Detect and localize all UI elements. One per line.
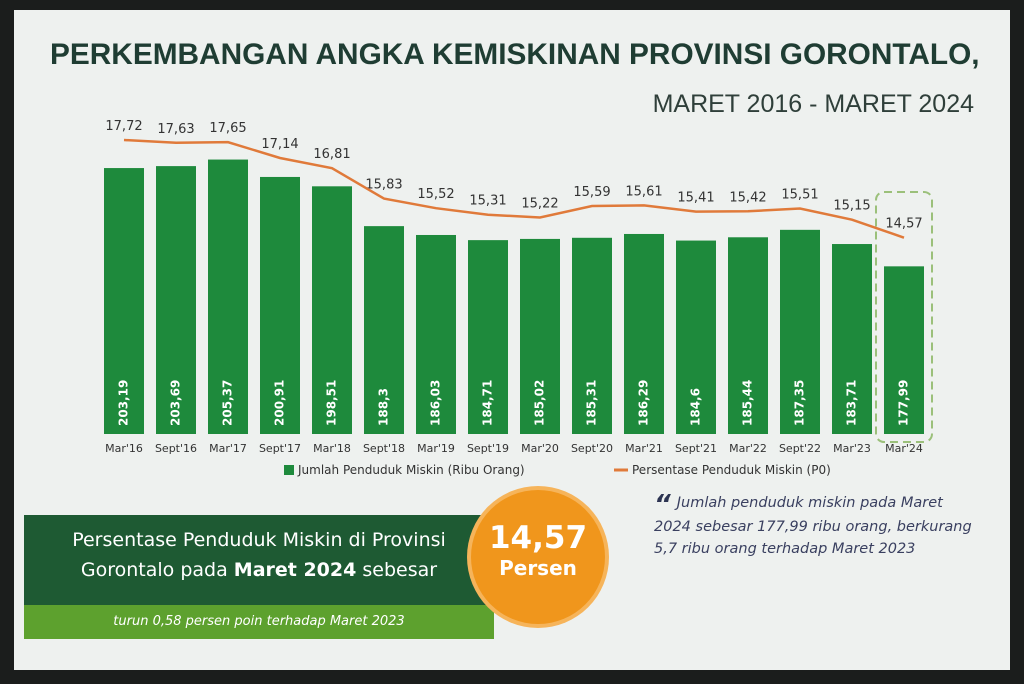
summary-line2b: Maret 2024 [233, 559, 357, 581]
poverty-chart: 203,19 Mar'16 17,72 203,69 Sept'16 17,63 205,3… [104, 119, 933, 477]
legend-bar-label: Jumlah Penduduk Miskin (Ribu Orang) [297, 463, 525, 477]
x-tick-label: Sept'17 [259, 442, 301, 455]
bar [624, 233, 664, 434]
bar [468, 240, 508, 434]
bar [312, 186, 352, 434]
bar [832, 244, 872, 434]
bar-value-label: 186,29 [637, 380, 651, 426]
x-tick-label: Sept'18 [363, 442, 405, 455]
quote-block: “Jumlah penduduk miskin pada Maret 2024 … [654, 492, 984, 560]
bar [208, 159, 248, 434]
summary-subtext: turun 0,58 persen poin terhadap Maret 20… [24, 605, 494, 639]
line-value-label: 15,51 [781, 188, 818, 203]
line-value-label: 17,72 [105, 119, 142, 134]
x-tick-label: Mar'19 [417, 442, 455, 455]
x-tick-label: Sept'21 [675, 442, 717, 455]
bar-value-label: 200,91 [273, 380, 287, 426]
line-value-label: 16,81 [313, 147, 350, 162]
bar-value-label: 184,71 [481, 380, 495, 426]
bar-value-label: 187,35 [793, 380, 807, 426]
line-value-label: 15,52 [417, 187, 454, 202]
quote-text: Jumlah penduduk miskin pada Maret 2024 s… [654, 495, 972, 557]
bar-value-label: 198,51 [325, 380, 339, 426]
summary-line2: Gorontalo pada Maret 2024 sebesar [24, 555, 494, 585]
bar-value-label: 184,6 [689, 388, 703, 426]
line-value-label: 15,42 [729, 190, 766, 205]
x-tick-label: Mar'24 [885, 442, 923, 455]
bar [520, 238, 560, 434]
highlight-box [875, 191, 933, 443]
bar [260, 176, 300, 435]
line-value-label: 15,83 [365, 178, 402, 193]
bar-value-label: 185,02 [533, 380, 547, 426]
bar [104, 168, 144, 434]
line-value-label: 15,22 [521, 197, 558, 212]
x-tick-label: Mar'16 [105, 442, 143, 455]
x-tick-label: Sept'20 [571, 442, 613, 455]
percent-value: 14,57 [488, 520, 588, 556]
bar-value-label: 185,31 [585, 380, 599, 426]
bar-value-label: 177,99 [897, 380, 911, 426]
bar-value-label: 188,3 [377, 388, 391, 426]
x-tick-label: Sept'19 [467, 442, 509, 455]
bar-value-label: 205,37 [221, 380, 235, 426]
x-tick-label: Sept'16 [155, 442, 197, 455]
x-tick-label: Sept'22 [779, 442, 821, 455]
bar [416, 234, 456, 434]
x-tick-label: Mar'17 [209, 442, 247, 455]
x-tick-label: Mar'20 [521, 442, 559, 455]
quote-icon: “ [654, 490, 671, 520]
bar [572, 237, 612, 434]
line-value-label: 15,61 [625, 184, 662, 199]
presentation-screen: PERKEMBANGAN ANGKA KEMISKINAN PROVINSI G… [14, 10, 1010, 670]
x-tick-label: Mar'22 [729, 442, 767, 455]
chart-subtitle: MARET 2016 - MARET 2024 [652, 90, 974, 118]
bar [780, 229, 820, 434]
summary-banner: Persentase Penduduk Miskin di Provinsi G… [24, 515, 494, 605]
legend-line-label: Persentase Penduduk Miskin (P0) [632, 463, 831, 477]
summary-line2a: Gorontalo pada [80, 559, 234, 581]
line-value-label: 14,57 [885, 217, 922, 232]
bar [156, 166, 196, 434]
line-value-label: 15,59 [573, 185, 610, 200]
bar [364, 226, 404, 434]
bar [884, 266, 924, 434]
bar-value-label: 203,19 [117, 380, 131, 426]
bar [728, 237, 768, 434]
bar [676, 240, 716, 434]
summary-line2c: sebesar [356, 559, 438, 581]
x-tick-label: Mar'18 [313, 442, 351, 455]
line-value-label: 15,31 [469, 194, 506, 209]
bar-value-label: 185,44 [741, 380, 755, 426]
bar-value-label: 186,03 [429, 380, 443, 426]
summary-line1: Persentase Penduduk Miskin di Provinsi [72, 529, 446, 551]
legend-bar-swatch [284, 465, 294, 475]
chart-title: PERKEMBANGAN ANGKA KEMISKINAN PROVINSI G… [50, 38, 980, 71]
line-value-label: 15,41 [677, 191, 714, 206]
percent-badge: 14,57 Persen [471, 490, 605, 624]
percent-line [123, 138, 905, 239]
line-value-label: 17,65 [209, 121, 246, 136]
line-value-label: 17,14 [261, 137, 298, 152]
x-tick-label: Mar'23 [833, 442, 871, 455]
x-tick-label: Mar'21 [625, 442, 663, 455]
percent-unit: Persen [499, 556, 577, 580]
line-value-label: 15,15 [833, 199, 870, 214]
bar-value-label: 203,69 [169, 380, 183, 426]
line-value-label: 17,63 [157, 122, 194, 137]
bar-value-label: 183,71 [845, 380, 859, 426]
